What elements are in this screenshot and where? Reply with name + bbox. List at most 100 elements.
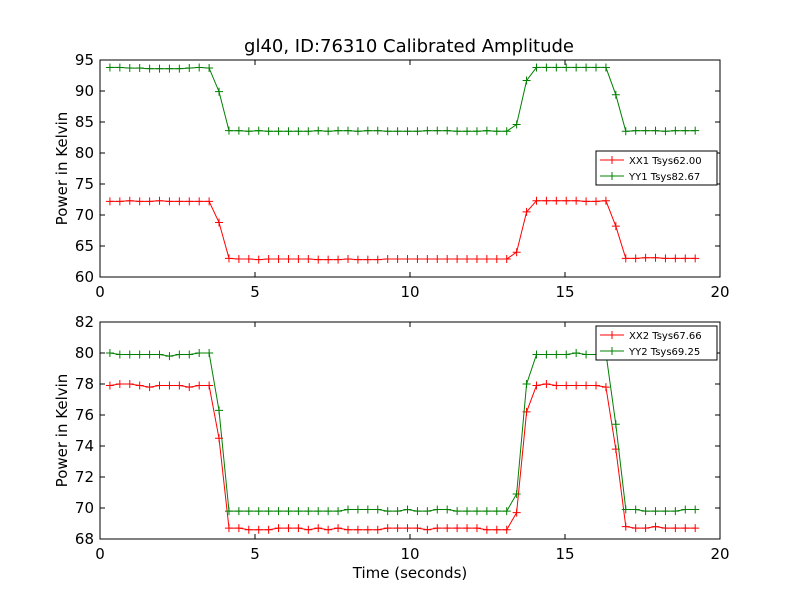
data-point (463, 127, 472, 136)
data-point (681, 505, 690, 514)
x-tick-label: 5 (250, 283, 260, 301)
data-point (552, 350, 561, 359)
data-point (661, 254, 670, 263)
data-point (195, 197, 204, 206)
y-tick-label: 65 (75, 237, 94, 255)
data-point (294, 255, 303, 264)
data-point (195, 63, 204, 72)
data-point (383, 255, 392, 264)
data-point (363, 525, 372, 534)
data-point (105, 381, 114, 390)
data-point (502, 525, 511, 534)
x-tick-label: 20 (710, 283, 729, 301)
data-point (621, 127, 630, 136)
data-point (403, 255, 412, 264)
legend-1: XX1 Tsys62.00 YY1 Tsys82.67 (595, 150, 718, 186)
data-point (244, 255, 253, 264)
data-point (165, 381, 174, 390)
data-point (621, 505, 630, 514)
data-point (691, 126, 700, 135)
data-point (135, 381, 144, 390)
data-point (651, 507, 660, 516)
data-point (423, 507, 432, 516)
data-point (502, 507, 511, 516)
data-point (145, 383, 154, 392)
data-point (274, 507, 283, 516)
data-point (641, 253, 650, 262)
legend-box (595, 150, 718, 186)
data-point (582, 63, 591, 72)
data-point (155, 381, 164, 390)
x-tick-label: 15 (555, 545, 574, 563)
data-point (234, 126, 243, 135)
data-point (572, 381, 581, 390)
data-point (661, 127, 670, 136)
y-tick-label: 70 (75, 499, 94, 517)
data-point (601, 63, 610, 72)
data-point (215, 218, 224, 227)
data-point (314, 126, 323, 135)
data-point (463, 507, 472, 516)
data-point (552, 63, 561, 72)
data-point (443, 126, 452, 135)
data-point (284, 127, 293, 136)
x-tick-label: 0 (95, 545, 105, 563)
data-point (611, 90, 620, 99)
data-point (115, 350, 124, 359)
data-point (244, 127, 253, 136)
data-point (155, 64, 164, 73)
x-tick-label: 20 (710, 545, 729, 563)
y-tick-label: 85 (75, 113, 94, 131)
data-point (363, 126, 372, 135)
data-point (274, 524, 283, 533)
data-point (572, 349, 581, 357)
data-point (601, 383, 610, 392)
data-point (681, 254, 690, 263)
data-point (592, 197, 600, 206)
data-point (363, 255, 372, 264)
data-point (403, 505, 412, 514)
data-point (433, 126, 442, 135)
data-point (631, 126, 640, 135)
data-point (482, 126, 491, 135)
data-point (353, 525, 362, 534)
data-point (463, 524, 472, 533)
data-point (175, 381, 184, 390)
data-point (383, 524, 392, 533)
data-point (532, 63, 541, 72)
data-point (542, 350, 551, 359)
data-point (631, 524, 640, 533)
data-point (254, 525, 263, 534)
data-point (234, 524, 243, 533)
data-point (314, 255, 323, 264)
data-point (353, 127, 362, 136)
data-point (224, 524, 233, 533)
data-point (205, 349, 214, 357)
data-point (353, 505, 362, 514)
data-point (334, 507, 343, 516)
data-point (373, 255, 382, 264)
data-point (393, 255, 402, 264)
data-point (264, 507, 273, 516)
data-point (582, 197, 591, 206)
data-point (562, 63, 571, 72)
y-tick-label: 82 (75, 313, 94, 331)
y-tick-label: 95 (75, 51, 94, 69)
data-point (691, 254, 700, 263)
panels: 0 5 10 15 20 60 65 70 75 80 85 90 95 Power in Kelvin X… (53, 51, 730, 563)
data-point (175, 64, 184, 73)
legend-label: YY2 Tsys69.25 (628, 347, 700, 358)
y-tick-label: 76 (75, 406, 94, 424)
data-point (105, 63, 114, 72)
data-point (324, 525, 333, 534)
legend-label: XX2 Tsys67.66 (629, 331, 702, 342)
data-point (572, 196, 581, 205)
data-point (522, 380, 531, 388)
y-tick-label: 68 (75, 530, 94, 548)
data-point (304, 255, 313, 264)
x-tick-label: 10 (400, 283, 419, 301)
data-point (433, 524, 442, 533)
data-point (353, 255, 362, 264)
data-point (344, 255, 352, 264)
data-point (671, 507, 680, 516)
